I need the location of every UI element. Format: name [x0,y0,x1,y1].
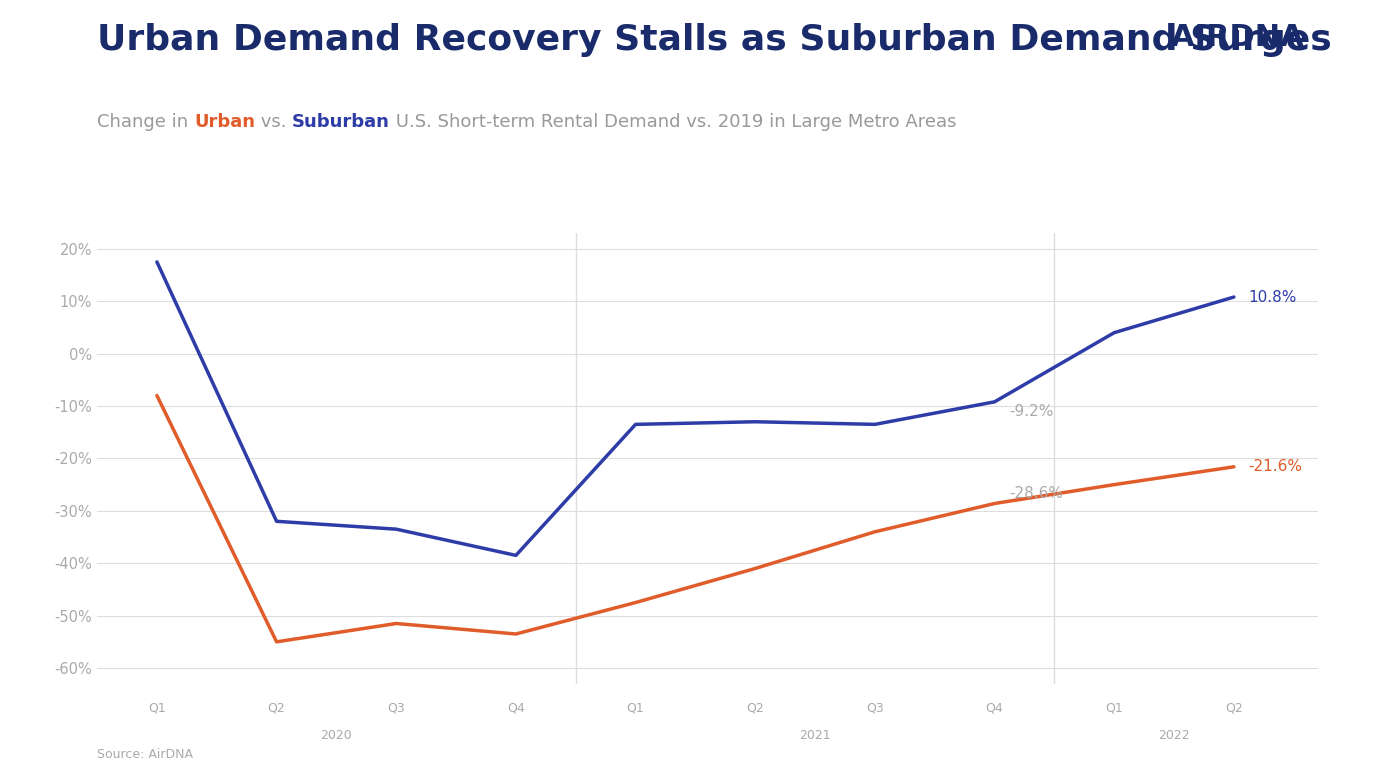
Text: -28.6%: -28.6% [1008,486,1062,501]
Text: Q1: Q1 [627,702,645,715]
Text: -9.2%: -9.2% [1008,405,1053,420]
Text: AIRD​NA: AIRD​NA [1171,23,1304,52]
Text: U.S. Short-term Rental Demand vs. 2019 in Large Metro Areas: U.S. Short-term Rental Demand vs. 2019 i… [390,113,957,131]
Text: 2020: 2020 [320,729,352,742]
Text: Q3: Q3 [865,702,884,715]
Text: Q3: Q3 [387,702,405,715]
Text: Q4: Q4 [508,702,524,715]
Text: Change in: Change in [97,113,194,131]
Text: Q4: Q4 [986,702,1003,715]
Text: Suburban: Suburban [293,113,390,131]
Text: Q2: Q2 [746,702,764,715]
Text: Urban: Urban [194,113,255,131]
Text: Q2: Q2 [1225,702,1243,715]
Text: vs.: vs. [255,113,293,131]
Text: Q1: Q1 [1105,702,1123,715]
Text: -21.6%: -21.6% [1248,459,1302,474]
Text: 10.8%: 10.8% [1248,290,1297,305]
Text: Q1: Q1 [148,702,166,715]
Text: Urban Demand Recovery Stalls as Suburban Demand Surges: Urban Demand Recovery Stalls as Suburban… [97,23,1332,57]
Text: Source: AirDNA: Source: AirDNA [97,748,193,761]
Text: 2022: 2022 [1158,729,1190,742]
Text: 2021: 2021 [799,729,831,742]
Text: Q2: Q2 [268,702,286,715]
